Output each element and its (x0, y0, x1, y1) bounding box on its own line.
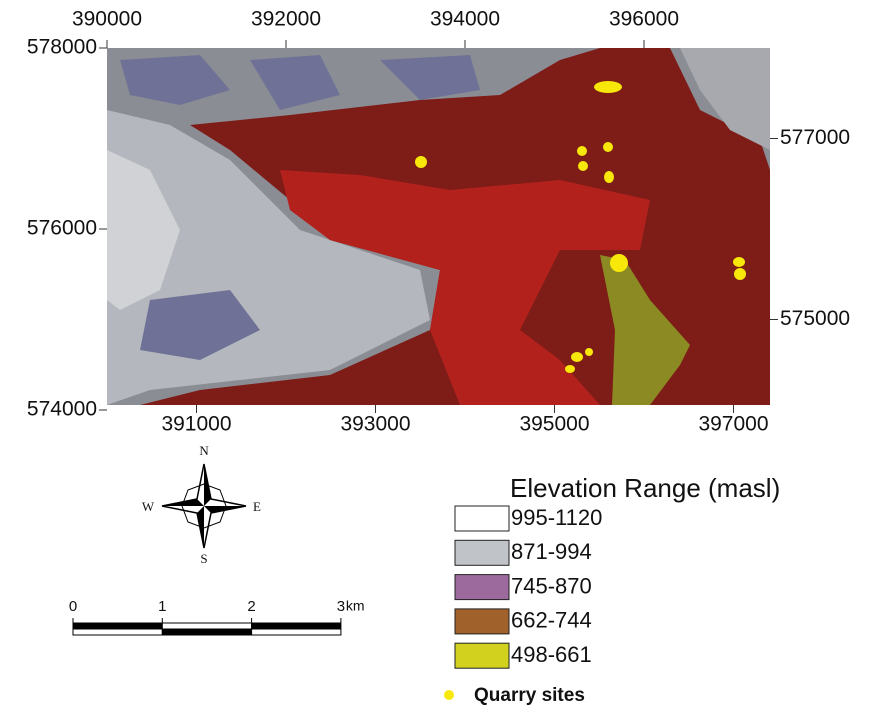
quarry-site (594, 81, 622, 93)
quarry-site (610, 254, 628, 272)
legend-swatch (455, 540, 509, 565)
quarry-site (578, 161, 588, 171)
compass: N S E W (142, 443, 261, 566)
compass-w: W (142, 499, 155, 514)
y-tick-label: 574000 (27, 398, 97, 421)
x-tick-label: 390000 (72, 8, 142, 31)
legend-quarry-label: Quarry sites (474, 685, 585, 706)
page: N S E W 0 1 2 3km Elevation Range (masl) 99… (0, 0, 878, 709)
x-tick-label: 391000 (161, 413, 231, 436)
y-tick-label: 575000 (780, 307, 850, 330)
quarry-site (577, 146, 587, 156)
x-tick-label: 393000 (340, 413, 410, 436)
legend-swatch (455, 609, 509, 634)
scale-label: 1 (158, 598, 166, 615)
legend-label: 871-994 (511, 539, 592, 564)
compass-s: S (200, 551, 207, 566)
scale-label: 3 (337, 598, 345, 615)
scale-segment (252, 629, 341, 635)
legend-quarry-dot (444, 690, 454, 700)
quarry-site (604, 171, 614, 183)
quarry-site (571, 352, 583, 362)
quarry-site (733, 257, 745, 267)
x-tick-label: 397000 (698, 413, 768, 436)
x-tick-label: 395000 (519, 413, 589, 436)
legend-label: 498-661 (511, 642, 592, 667)
legend-title: Elevation Range (masl) (510, 473, 780, 503)
legend-swatch (455, 575, 509, 600)
x-tick-label: 394000 (430, 8, 500, 31)
scale-label: 0 (69, 598, 77, 615)
y-tick-label: 577000 (780, 126, 850, 149)
quarry-site (415, 156, 427, 168)
x-tick-label: 392000 (251, 8, 321, 31)
scale-segment (73, 623, 162, 629)
legend-swatch (455, 643, 509, 668)
scale-segment (73, 629, 162, 635)
quarry-site (603, 142, 613, 152)
scale-segment (162, 623, 251, 629)
map-image (107, 48, 770, 405)
quarry-site (565, 365, 575, 373)
y-tick-label: 578000 (27, 36, 97, 59)
scale-unit: km (346, 598, 365, 614)
x-tick-label: 396000 (609, 8, 679, 31)
quarry-site (585, 348, 593, 356)
legend-label: 995-1120 (511, 505, 602, 530)
y-tick-label: 576000 (27, 217, 97, 240)
legend-label: 745-870 (511, 573, 592, 598)
compass-e: E (253, 499, 261, 514)
quarry-site (734, 268, 746, 280)
legend-swatch (455, 506, 509, 531)
legend-label: 662-744 (511, 608, 592, 633)
scale-segment (252, 623, 341, 629)
scale-label: 2 (247, 598, 255, 615)
scale-segment (162, 629, 251, 635)
legend: Elevation Range (masl) 995-1120 871-994 74… (444, 473, 780, 706)
compass-n: N (199, 443, 209, 458)
